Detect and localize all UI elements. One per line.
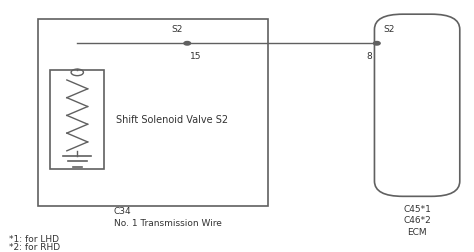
Bar: [50, 71, 104, 169]
Text: C45*1: C45*1: [403, 204, 431, 213]
Circle shape: [374, 42, 380, 46]
Text: C46*2: C46*2: [403, 215, 431, 224]
Text: 15: 15: [190, 52, 201, 61]
Text: S2: S2: [383, 25, 394, 34]
Text: Shift Solenoid Valve S2: Shift Solenoid Valve S2: [116, 115, 228, 125]
Text: *1: for LHD: *1: for LHD: [9, 234, 59, 243]
Text: 8: 8: [367, 52, 373, 61]
Text: *2: for RHD: *2: for RHD: [9, 242, 61, 251]
Text: S2: S2: [171, 25, 182, 34]
Text: No. 1 Transmission Wire: No. 1 Transmission Wire: [114, 218, 222, 227]
Bar: [38, 20, 268, 207]
Circle shape: [184, 42, 191, 46]
Text: ECM: ECM: [407, 227, 427, 236]
Text: C34: C34: [114, 206, 131, 215]
